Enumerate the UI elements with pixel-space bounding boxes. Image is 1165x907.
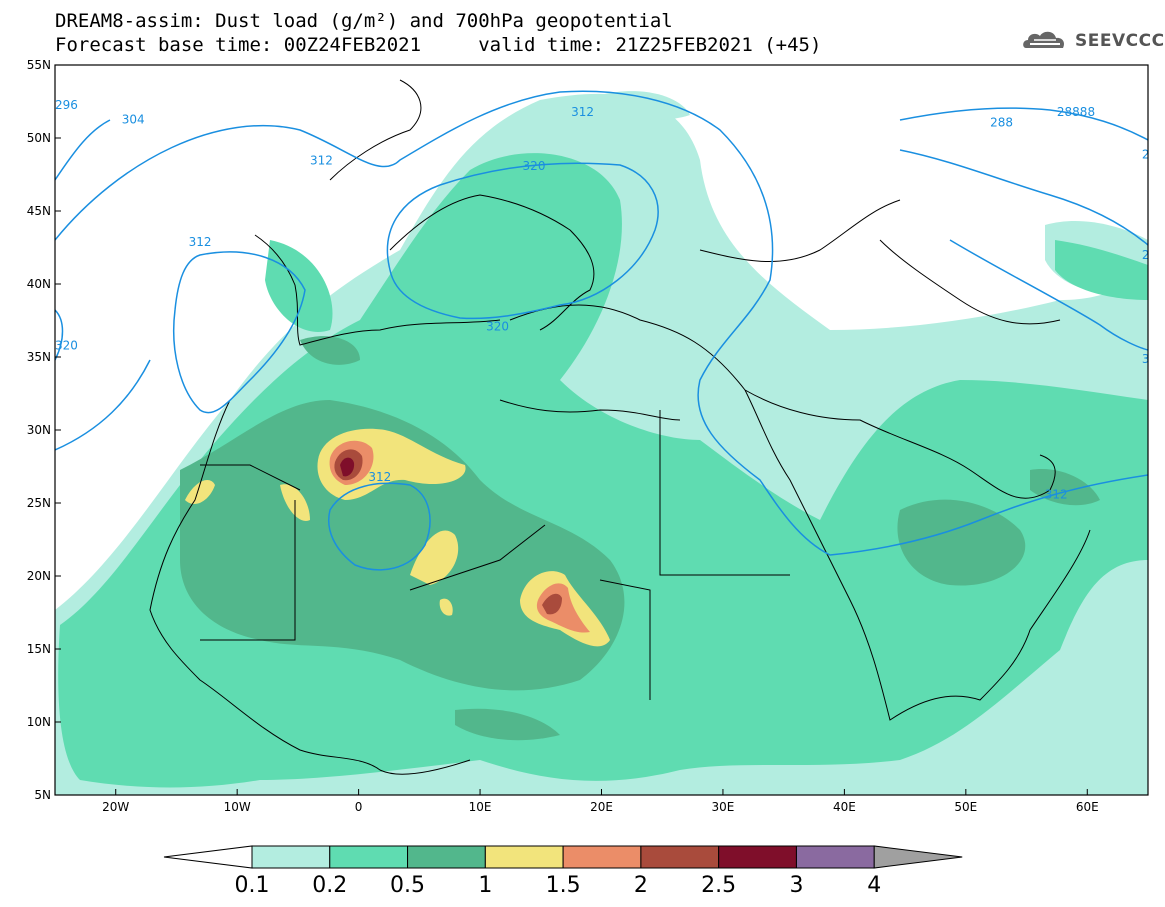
lat-tick-label: 15N [27,642,51,656]
colorbar-segment [795,845,875,869]
contour-label: 28 [1142,248,1157,262]
colorbar-segment [251,845,331,869]
lon-tick-label: 60E [1076,800,1099,814]
colorbar-level-label: 1 [478,873,492,898]
contour-label: 28888 [1057,105,1095,119]
lon-tick-label: 50E [954,800,977,814]
lon-tick-label: 20W [102,800,129,814]
dust-field-dark [180,336,1100,741]
contour-label: 304 [122,112,145,126]
cloud-logo-icon [1023,31,1065,48]
lat-tick-label: 20N [27,569,51,583]
colorbar-level-label: 3 [789,873,803,898]
contour-label: 288 [990,115,1013,129]
lat-tick-label: 45N [27,204,51,218]
lat-tick-label: 35N [27,350,51,364]
colorbar-level-label: 4 [867,873,881,898]
contour-label: 312 [189,235,212,249]
forecast-time-line: Forecast base time: 00Z24FEB2021 valid t… [55,34,822,56]
logo-text: SEEVCCC [1075,31,1165,51]
lon-tick-label: 40E [833,800,856,814]
contour-label: 320 [523,159,546,173]
lat-tick-label: 30N [27,423,51,437]
contour-label: 28 [1142,147,1157,161]
contour-label: 312 [1045,488,1068,502]
colorbar-segment [562,845,642,869]
lat-tick-label: 25N [27,496,51,510]
lon-tick-label: 30E [712,800,735,814]
contour-label: 312 [571,105,594,119]
geopotential-contours [55,90,1148,571]
colorbar-segment [640,845,720,869]
colorbar-segment [329,845,409,869]
contour-label: 312 [310,153,333,167]
contour-label: 312 [368,470,391,484]
dust-field-darkred [340,457,355,477]
lon-tick-label: 10W [224,800,251,814]
lon-tick-label: 10E [469,800,492,814]
lat-tick-label: 5N [34,788,51,802]
contour-label: 320 [55,339,78,353]
colorbar-level-label: 1.5 [546,873,581,898]
map-title: DREAM8-assim: Dust load (g/m²) and 700hP… [55,10,673,32]
lat-tick-label: 50N [27,131,51,145]
colorbar-segment [718,845,797,869]
colorbar-under-triangle [163,845,253,869]
colorbar-level-label: 2.5 [701,873,736,898]
colorbar-level-label: 0.2 [312,873,347,898]
contour-label: 320 [486,320,509,334]
colorbar-segment [484,845,564,869]
colorbar: 0.1 0.2 0.5 1 1.5 2 2.5 3 4 [163,845,963,898]
contour-label: 30 [1142,352,1157,366]
lat-tick-label: 40N [27,277,51,291]
contour-label: 296 [55,98,78,112]
colorbar-segment [407,845,486,869]
lat-tick-label: 55N [27,58,51,72]
lon-tick-label: 20E [590,800,613,814]
colorbar-level-label: 0.5 [390,873,425,898]
lon-tick-label: 0 [355,800,363,814]
lat-tick-label: 10N [27,715,51,729]
colorbar-level-label: 2 [634,873,648,898]
coastlines [149,79,1091,775]
colorbar-over-triangle [873,845,963,869]
colorbar-level-label: 0.1 [235,873,270,898]
